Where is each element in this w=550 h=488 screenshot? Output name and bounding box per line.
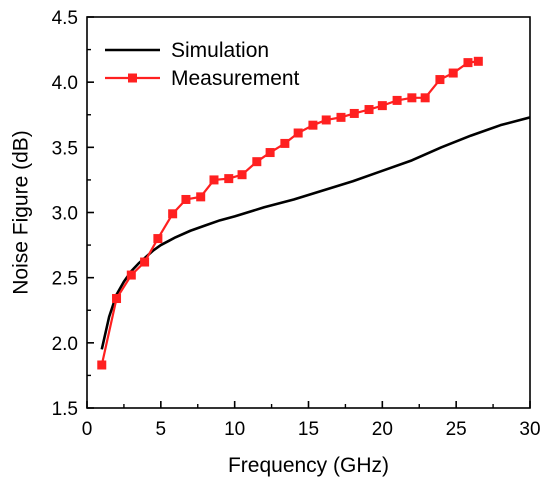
- y-tick-label: 2.5: [52, 269, 78, 290]
- series-2-point: [237, 170, 247, 180]
- y-tick-label: 4.5: [52, 8, 78, 29]
- series-2-point: [448, 68, 458, 78]
- series-2-point: [336, 112, 346, 122]
- x-axis-title: Frequency (GHz): [228, 454, 389, 477]
- series-2-point: [392, 95, 402, 105]
- series-2-point: [463, 58, 473, 68]
- series-2-point: [293, 128, 303, 138]
- y-axis-title: Noise Figure (dB): [10, 130, 33, 295]
- x-tick-label: 25: [446, 419, 467, 440]
- y-tick-label: 1.5: [52, 399, 78, 420]
- x-tick-label: 30: [519, 419, 540, 440]
- series-2-point: [435, 75, 445, 85]
- series-2-point: [153, 234, 163, 244]
- x-tick-label: 0: [82, 419, 93, 440]
- series-2-point: [280, 138, 290, 148]
- legend-label-1: Simulation: [171, 39, 269, 62]
- series-1-line: [100, 116, 530, 350]
- x-tick-label: 15: [298, 419, 319, 440]
- legend-label-2: Measurement: [171, 67, 300, 90]
- series-2: [100, 60, 479, 366]
- series-2-point: [209, 175, 219, 185]
- x-tick-label: 20: [372, 419, 393, 440]
- series-2-point: [181, 194, 191, 204]
- series-1: [100, 116, 530, 350]
- series-2-point: [112, 294, 122, 304]
- y-tick-label: 4.0: [52, 73, 78, 94]
- series-2-point: [196, 192, 206, 202]
- y-tick-label: 3.0: [52, 204, 78, 225]
- series-2-point: [308, 120, 318, 130]
- plot-frame: [86, 16, 531, 409]
- series-2-point: [168, 209, 178, 219]
- series-2-point: [420, 93, 430, 103]
- plot-area: [97, 56, 530, 370]
- series-2-point: [349, 108, 359, 118]
- series-2-point: [265, 148, 275, 158]
- series-2-point: [97, 360, 107, 370]
- series-2-point: [252, 157, 262, 167]
- y-tick-label: 2.0: [52, 334, 78, 355]
- series-2-point: [224, 174, 234, 184]
- series-2-point: [126, 270, 136, 280]
- series-2-point: [377, 101, 387, 111]
- x-tick-label: 10: [224, 419, 245, 440]
- series-2-point: [364, 105, 374, 115]
- x-tick-label: 5: [156, 419, 167, 440]
- legend-marker-2: [128, 73, 137, 83]
- axes: 0 5 10 15 20 25 30 1.5 2.0 2.5 3.0 3.5 4.0 4.5: [52, 8, 541, 440]
- series-2-point: [321, 115, 331, 125]
- series-2-point: [473, 56, 483, 66]
- series-2-point: [407, 93, 417, 103]
- series-2-line: [100, 60, 479, 366]
- series-2-point: [140, 257, 150, 267]
- y-tick-label: 3.5: [52, 138, 78, 159]
- legend: Simulation Measurement: [105, 39, 300, 90]
